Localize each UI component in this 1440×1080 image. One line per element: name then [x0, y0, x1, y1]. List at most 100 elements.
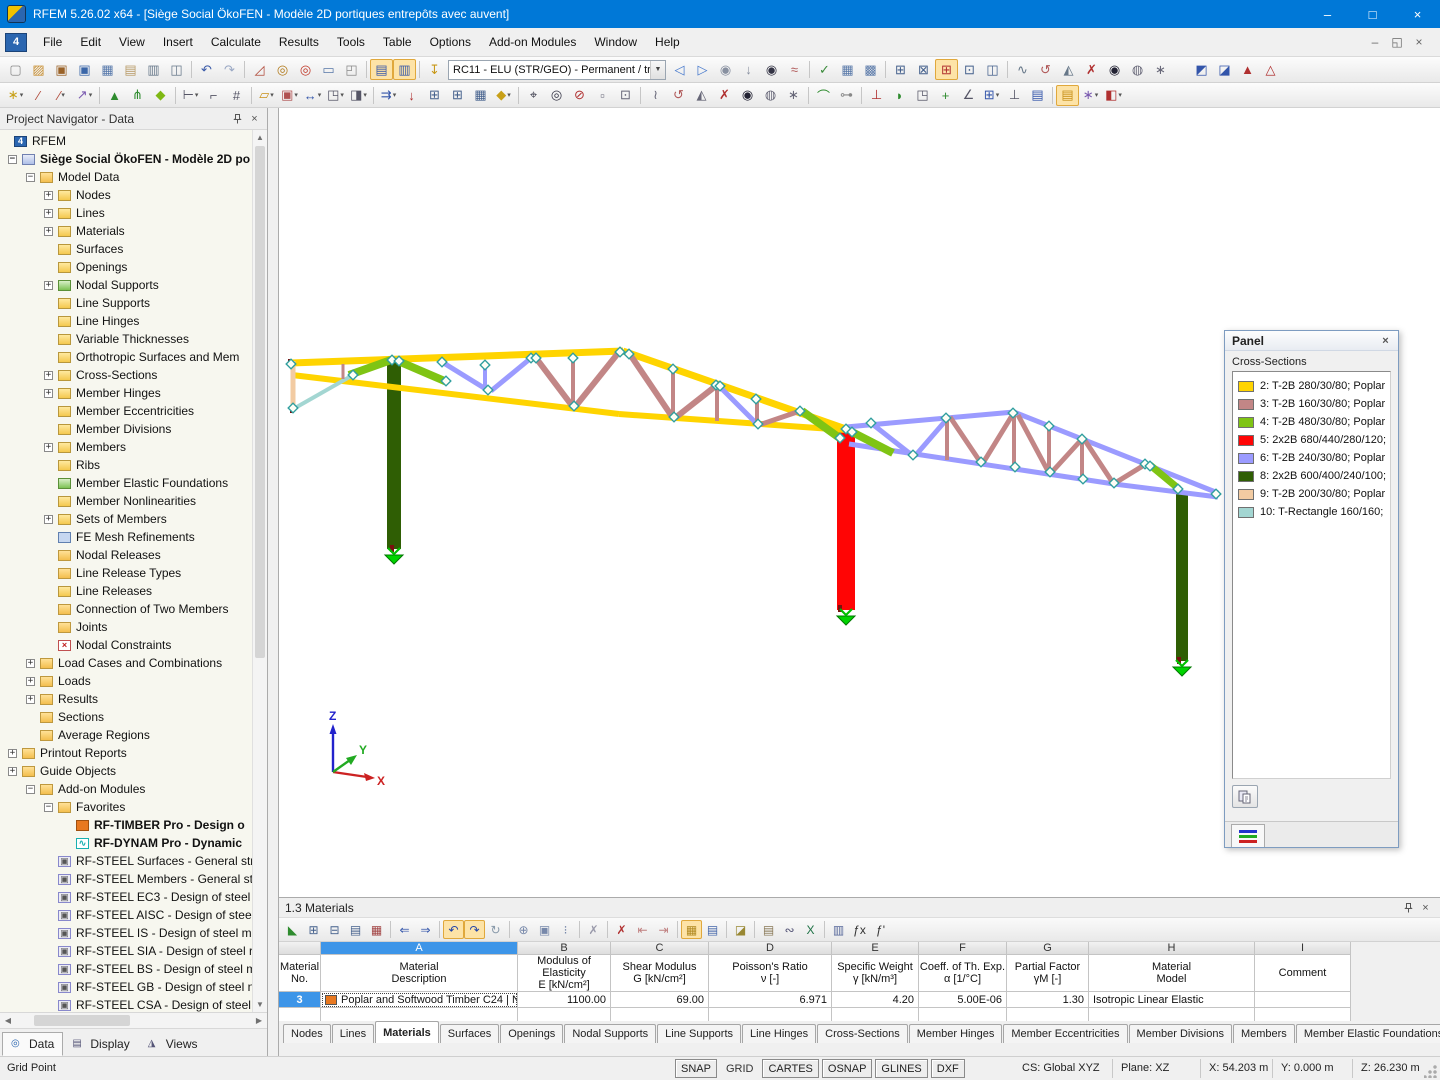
- export-settings-icon[interactable]: ∾: [784, 922, 795, 937]
- load-case-dropdown[interactable]: RC11 - ELU (STR/GEO) - Permanent / tra ▼: [448, 59, 666, 80]
- select-tool-icon[interactable]: ↔ ▾: [303, 87, 322, 103]
- fe-mesh-off-icon[interactable]: ⊠: [918, 61, 929, 77]
- tree-item-rf-steel-surfaces-general-str[interactable]: ▣ RF-STEEL Surfaces - General str: [0, 852, 252, 870]
- zoom-off-icon[interactable]: ◎: [299, 61, 312, 77]
- node-marker[interactable]: [1007, 407, 1019, 419]
- tree-item-rf-steel-bs-design-of-steel-m[interactable]: ▣ RF-STEEL BS - Design of steel m: [0, 960, 252, 978]
- tree-item-rf-timber-pro-design-o[interactable]: RF-TIMBER Pro - Design o: [0, 816, 252, 834]
- delete-all-icon[interactable]: ✗: [616, 922, 627, 937]
- member-cs-3[interactable]: [1113, 461, 1148, 486]
- redo-table-icon[interactable]: ↷: [464, 920, 485, 939]
- pan-icon[interactable]: ▭: [322, 61, 335, 77]
- member-cs-2[interactable]: [618, 411, 847, 433]
- clear-icon[interactable]: ✗: [588, 922, 599, 937]
- mdi-restore[interactable]: ◱: [1391, 35, 1403, 49]
- export-dxf-icon[interactable]: △: [1265, 61, 1276, 77]
- empty-cell[interactable]: [1089, 1008, 1255, 1022]
- table-tab-materials[interactable]: Materials: [375, 1021, 439, 1043]
- column-letter-B[interactable]: B: [518, 942, 611, 955]
- tree-scroll-thumb[interactable]: [255, 146, 265, 658]
- load-case-dropdown-arrow[interactable]: ▼: [650, 60, 665, 79]
- previous-load-case-icon[interactable]: ◁: [674, 61, 685, 77]
- tree-item-load-cases-and-combinations[interactable]: + Load Cases and Combinations: [0, 654, 252, 672]
- scroll-down-icon[interactable]: ▼: [256, 1000, 264, 1009]
- nodal-support-icon[interactable]: [835, 608, 857, 626]
- fill-icon[interactable]: ◪: [734, 922, 747, 937]
- expand-icon[interactable]: +: [44, 369, 53, 380]
- node-marker[interactable]: [614, 346, 626, 358]
- cell-C[interactable]: 69.00: [611, 992, 709, 1008]
- empty-cell[interactable]: [518, 1008, 611, 1022]
- new-window-icon[interactable]: ◰: [345, 61, 358, 77]
- nodal-support-icon[interactable]: [1171, 659, 1193, 677]
- node-marker[interactable]: [1076, 433, 1088, 445]
- display-results-icon[interactable]: ◉: [765, 61, 778, 77]
- tree-item-line-releases[interactable]: Line Releases: [0, 582, 252, 600]
- load-wizard-icon[interactable]: ◆ ▾: [496, 87, 511, 102]
- info-object-icon[interactable]: ◉: [741, 87, 754, 102]
- tree-item-line-hinges[interactable]: Line Hinges: [0, 312, 252, 330]
- node-marker[interactable]: [1043, 420, 1055, 432]
- cell-H[interactable]: Isotropic Linear Elastic: [1089, 992, 1255, 1008]
- check-icon[interactable]: ✓: [819, 61, 830, 77]
- node-marker[interactable]: [482, 384, 494, 396]
- tree-item-orthotropic-surfaces-and-mem[interactable]: Orthotropic Surfaces and Mem: [0, 348, 252, 366]
- menu-results[interactable]: Results: [278, 35, 319, 49]
- column-letter-F[interactable]: F: [919, 942, 1007, 955]
- tree-item-connection-of-two-members[interactable]: Connection of Two Members: [0, 600, 252, 618]
- tree-item-rf-steel-members-general-st[interactable]: ▣ RF-STEEL Members - General st: [0, 870, 252, 888]
- node-marker[interactable]: [975, 456, 987, 468]
- node-marker[interactable]: [1044, 466, 1056, 478]
- empty-cell[interactable]: [709, 1008, 832, 1022]
- tree-item-loads[interactable]: + Loads: [0, 672, 252, 690]
- axes-icon[interactable]: +: [941, 87, 950, 103]
- nodal-load-icon[interactable]: ↓: [408, 87, 415, 103]
- panel-toggle-icon[interactable]: ▤: [1056, 84, 1079, 106]
- save-icon[interactable]: ▦: [101, 61, 114, 77]
- mesh-icon[interactable]: ▦: [841, 61, 854, 77]
- expand-icon[interactable]: +: [26, 657, 35, 668]
- tree-item-rfem[interactable]: 4 RFEM: [0, 132, 252, 150]
- tree-item-average-regions[interactable]: Average Regions: [0, 726, 252, 744]
- row-view-icon[interactable]: ▤: [706, 922, 719, 937]
- tree-item-rf-steel-gb-design-of-steel-n[interactable]: ▣ RF-STEEL GB - Design of steel n: [0, 978, 252, 996]
- navigator-tab-display[interactable]: ▤ Display: [63, 1032, 138, 1056]
- insert-node-icon[interactable]: ∗ ▾: [7, 87, 24, 102]
- show-table-view-icon[interactable]: ▥: [393, 59, 416, 80]
- resize-grip[interactable]: [1424, 1064, 1438, 1078]
- refresh-table-icon[interactable]: ↻: [490, 922, 501, 937]
- tree-item-openings[interactable]: Openings: [0, 258, 252, 276]
- angle-icon[interactable]: ∠: [962, 87, 975, 102]
- delete-row-icon[interactable]: ⊟: [329, 922, 340, 937]
- tree-item-nodal-supports[interactable]: + Nodal Supports: [0, 276, 252, 294]
- scroll-right-icon[interactable]: ▶: [255, 1016, 263, 1025]
- collapse-icon[interactable]: −: [26, 171, 35, 182]
- member-cs-6[interactable]: [489, 356, 533, 393]
- snap-icon[interactable]: ⌖: [529, 87, 538, 102]
- options-gear-icon[interactable]: ∗: [1155, 61, 1166, 77]
- node-marker[interactable]: [714, 380, 726, 392]
- node-marker[interactable]: [907, 449, 919, 461]
- tree-item-sets-of-members[interactable]: + Sets of Members: [0, 510, 252, 528]
- insert-hinge-icon[interactable]: ⋔: [132, 87, 143, 102]
- node-marker[interactable]: [1077, 473, 1089, 485]
- column-letter-H[interactable]: H: [1089, 942, 1255, 955]
- member-load-icon[interactable]: ⊞: [429, 87, 440, 102]
- node-marker[interactable]: [1172, 483, 1184, 495]
- mirror-view-icon[interactable]: ◭: [696, 87, 707, 102]
- tree-item-member-elastic-foundations[interactable]: Member Elastic Foundations: [0, 474, 252, 492]
- node-marker[interactable]: [846, 426, 858, 438]
- views-icon[interactable]: ⊞ ▾: [983, 87, 1000, 102]
- node-marker[interactable]: [865, 417, 877, 429]
- node-marker[interactable]: [568, 400, 580, 412]
- tree-item-add-on-modules[interactable]: − Add-on Modules: [0, 780, 252, 798]
- redo-icon[interactable]: ↷: [224, 61, 235, 77]
- navigator-close-icon[interactable]: ×: [251, 112, 258, 125]
- visibility-icon[interactable]: ◨ ▾: [350, 87, 367, 102]
- open-icon[interactable]: ▨: [32, 61, 45, 77]
- visual-style-icon[interactable]: ∗ ▾: [1082, 87, 1099, 102]
- insert-support-icon[interactable]: ▲: [108, 87, 121, 103]
- tree-item-results[interactable]: + Results: [0, 690, 252, 708]
- navigator-tab-data[interactable]: ◎ Data: [2, 1032, 64, 1056]
- zoom-icon[interactable]: ◎: [276, 61, 289, 77]
